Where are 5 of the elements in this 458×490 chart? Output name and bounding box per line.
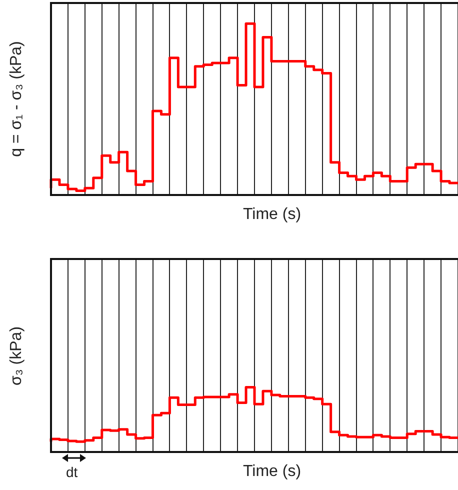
y-axis-title: q = σ₁ - σ₃ (kPa)	[8, 41, 26, 157]
x-axis-title: Time (s)	[242, 463, 302, 481]
text: dt	[66, 464, 78, 480]
y-axis-title: σ₃ (kPa)	[8, 326, 26, 386]
x-axis-title: Time (s)	[242, 206, 302, 224]
